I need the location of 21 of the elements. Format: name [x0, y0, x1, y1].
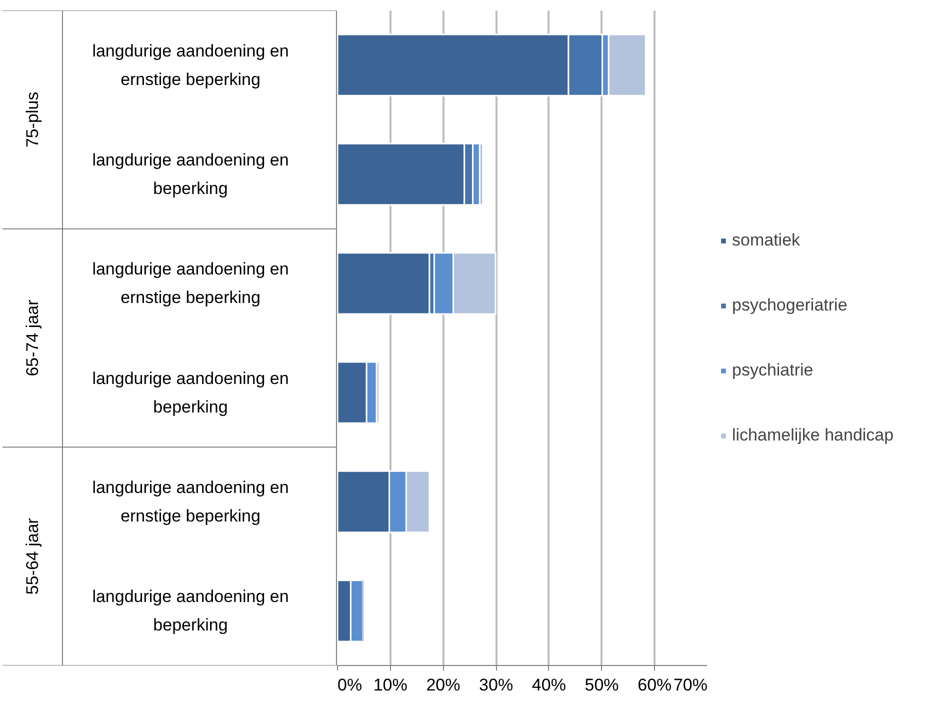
x-tick-label: 30%	[479, 676, 514, 694]
text: 65-74 jaar	[23, 299, 42, 376]
y-tick-label: langdurige aandoening en ernstige beperking	[92, 41, 289, 89]
x-tick-label: 70%	[673, 676, 708, 694]
legend-label: psychiatrie	[732, 360, 814, 380]
x-tick-label: 40%	[532, 676, 566, 694]
y-tick-label: langdurige aandoening en beperking	[92, 587, 289, 635]
text: 75-plus	[23, 92, 42, 148]
x-tick-label: 20%	[426, 676, 460, 694]
y-tick-label: langdurige aandoening en ernstige beperking	[92, 260, 289, 308]
y-tick-label: langdurige aandoening en ernstige beperking	[92, 478, 289, 526]
text: 55-64 jaar	[23, 518, 42, 595]
x-tick-label: 10%	[373, 676, 408, 694]
x-tick-label: 60%	[638, 676, 672, 694]
x-tick-label: 50%	[584, 676, 619, 694]
legend-label: lichamelijke handicap	[732, 425, 894, 445]
x-tick-label: 0%	[338, 676, 362, 694]
y-tick-label: langdurige aandoening en beperking	[92, 368, 289, 416]
y-tick-label: langdurige aandoening en beperking	[92, 150, 289, 198]
legend-label: psychogeriatrie	[732, 295, 848, 315]
legend-label: somatiek	[732, 230, 800, 250]
